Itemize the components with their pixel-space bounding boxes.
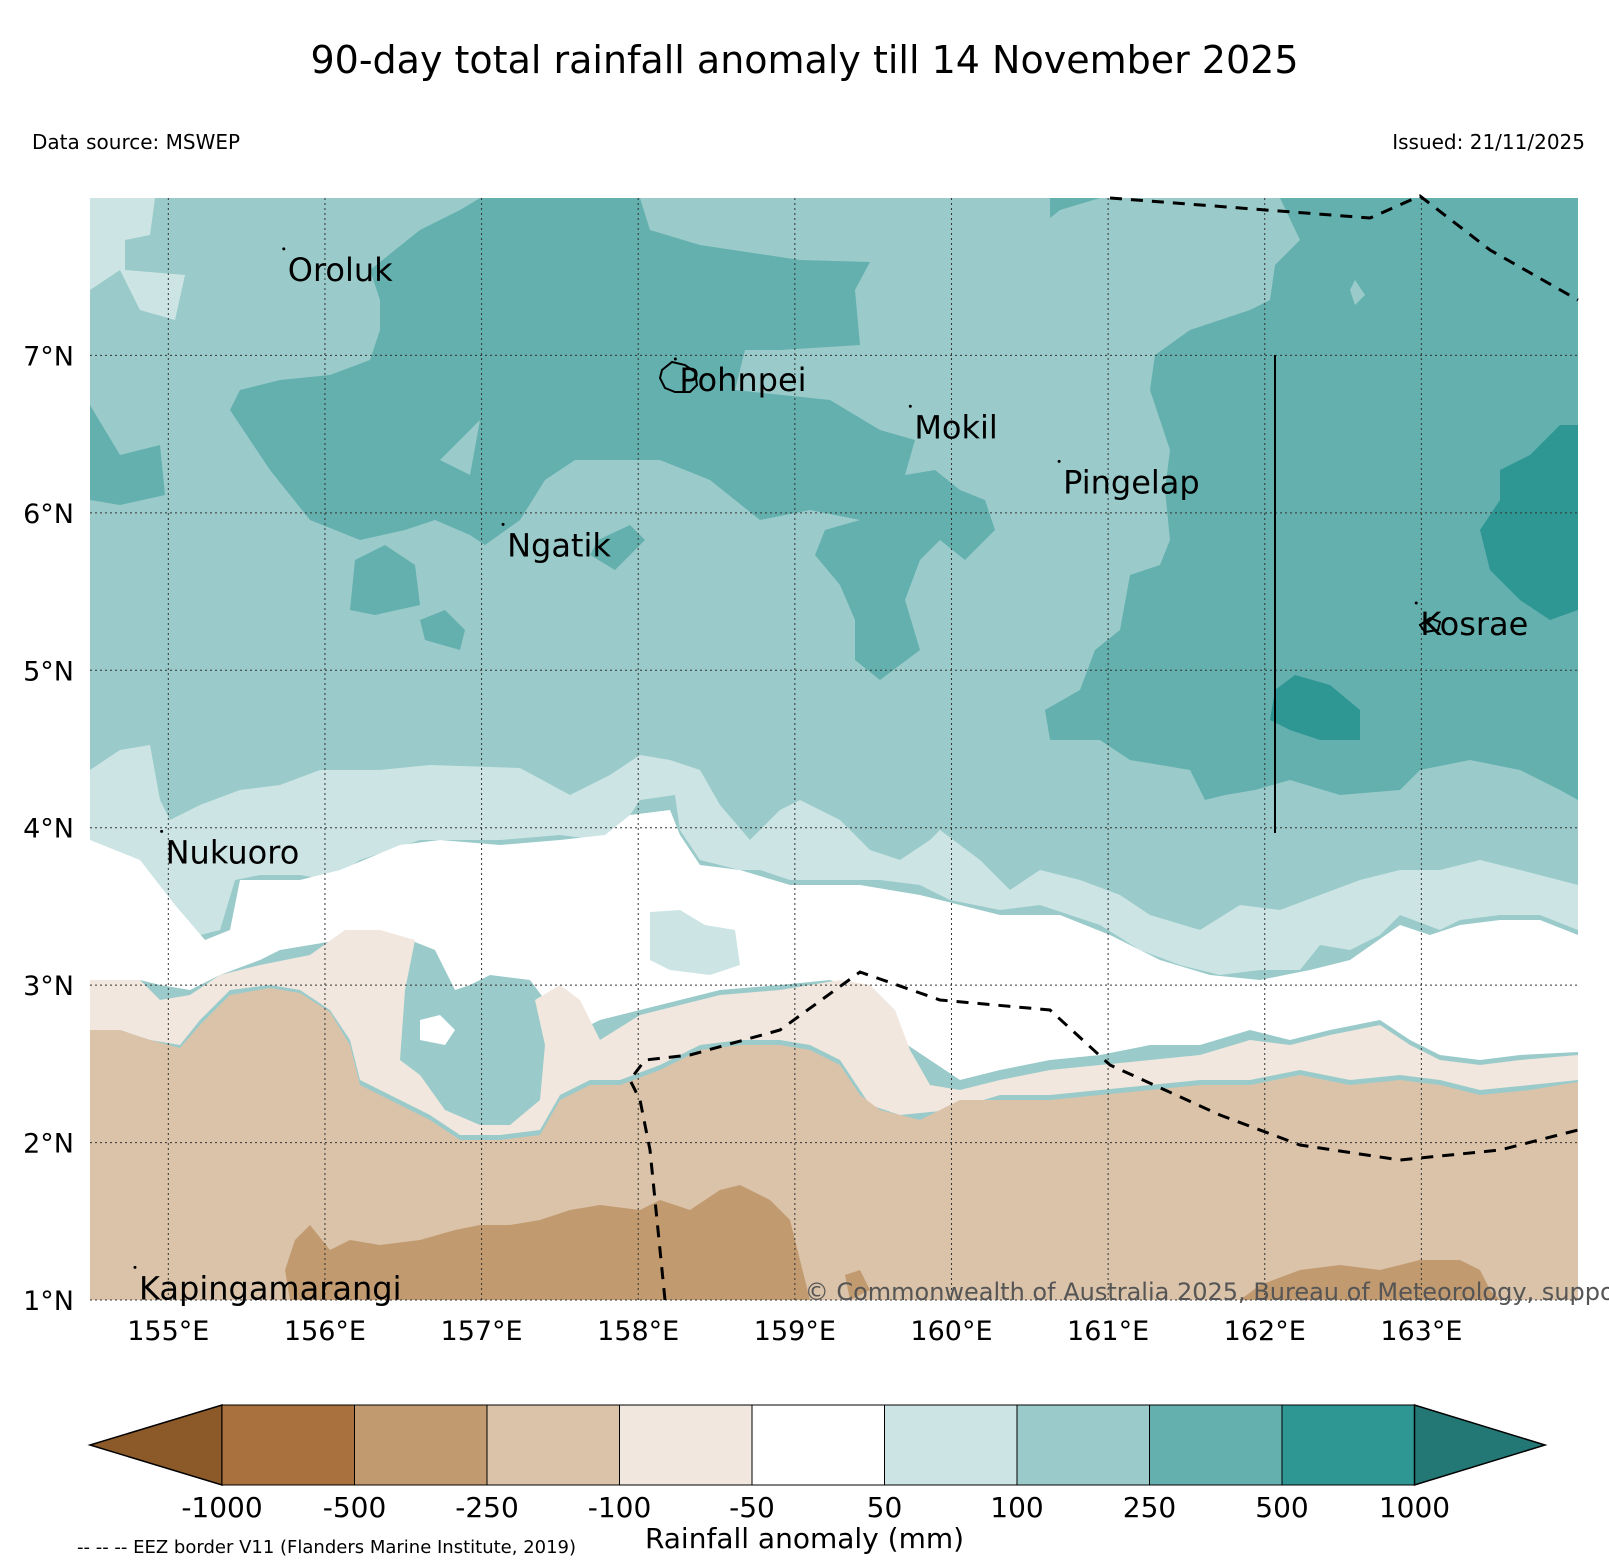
colorbar-tick-label: 50 (867, 1491, 903, 1524)
colorbar-extend-high (1413, 1403, 1548, 1487)
place-label-oroluk: Oroluk (288, 251, 393, 289)
chart-title: 90-day total rainfall anomaly till 14 No… (310, 38, 1299, 82)
colorbar-tick-label: -1000 (181, 1491, 262, 1524)
lat-lon-gridlines (90, 198, 1578, 1301)
place-labels: Oroluk Pohnpei Mokil Pingelap Ngatik Kosrae Nu… (133, 247, 1528, 1307)
lat-tick-label: 1°N (23, 1286, 74, 1317)
colorbar-tick-label: -100 (588, 1491, 652, 1524)
place-label-kosrae: Kosrae (1420, 605, 1528, 643)
place-marker (160, 829, 164, 833)
colorbar-segment (486, 1404, 620, 1486)
place-label-nukuoro: Nukuoro (166, 833, 300, 871)
lon-tick-label: 155°E (127, 1316, 209, 1347)
lon-tick-label: 160°E (910, 1316, 992, 1347)
lon-tick-label: 159°E (754, 1316, 836, 1347)
colorbar-segment (1016, 1404, 1150, 1486)
place-label-kapingamarangi: Kapingamarangi (139, 1269, 401, 1307)
colorbar-tick-label: -500 (323, 1491, 387, 1524)
colorbar-segment (1149, 1404, 1283, 1486)
colorbar-segment (1281, 1404, 1415, 1486)
colorbar-title: Rainfall anomaly (mm) (644, 1522, 965, 1555)
colorbar-segment (884, 1404, 1018, 1486)
place-marker (673, 357, 677, 361)
anomaly-fill-layer (90, 198, 1578, 1300)
colorbar-extend-low (87, 1403, 223, 1487)
pohnpei-island-outline (658, 360, 699, 393)
issued-date-label: Issued: 21/11/2025 (1392, 130, 1585, 154)
lat-tick-label: 2°N (23, 1129, 74, 1160)
kosrae-island-outline (1418, 616, 1442, 634)
place-marker (1414, 601, 1418, 605)
colorbar-segment (619, 1404, 753, 1486)
lat-tick-label: 4°N (23, 814, 74, 845)
eez-border-lines (628, 194, 1579, 1301)
place-label-pohnpei: Pohnpei (679, 361, 806, 399)
colorbar-tick-label: 1000 (1379, 1491, 1450, 1524)
colorbar: -1000 -500 -250 -100 -50 50 100 250 500 1000 (87, 1403, 1548, 1524)
lat-tick-label: 7°N (23, 341, 74, 372)
data-source-label: Data source: MSWEP (32, 130, 241, 154)
colorbar-tick-label: -250 (455, 1491, 519, 1524)
colorbar-tick-label: -50 (729, 1491, 775, 1524)
colorbar-tick-label: 250 (1123, 1491, 1176, 1524)
place-marker (501, 522, 505, 526)
lat-tick-label: 3°N (23, 971, 74, 1002)
eez-legend-note: -- -- -- EEZ border V11 (Flanders Marine… (77, 1537, 577, 1558)
place-marker (908, 404, 912, 408)
place-label-ngatik: Ngatik (507, 526, 611, 564)
place-marker (1057, 459, 1061, 463)
colorbar-segment (354, 1404, 488, 1486)
colorbar-segment (221, 1404, 355, 1486)
lon-tick-label: 157°E (441, 1316, 523, 1347)
lon-tick-label: 162°E (1224, 1316, 1306, 1347)
lat-tick-label: 6°N (23, 499, 74, 530)
place-label-pingelap: Pingelap (1063, 463, 1200, 501)
place-marker (282, 247, 286, 251)
lon-tick-label: 163°E (1380, 1316, 1462, 1347)
lon-tick-label: 161°E (1067, 1316, 1149, 1347)
place-label-mokil: Mokil (914, 408, 998, 446)
latitude-labels: 1°N 2°N 3°N 4°N 5°N 6°N 7°N (23, 341, 74, 1317)
lon-tick-label: 156°E (284, 1316, 366, 1347)
lat-tick-label: 5°N (23, 656, 74, 687)
colorbar-tick-label: 500 (1255, 1491, 1308, 1524)
copyright-notice: © Commonwealth of Australia 2025, Bureau… (805, 1278, 1609, 1306)
colorbar-segment (751, 1404, 885, 1486)
place-marker (133, 1265, 137, 1269)
lon-tick-label: 158°E (597, 1316, 679, 1347)
colorbar-tick-label: 100 (990, 1491, 1043, 1524)
longitude-labels: 155°E 156°E 157°E 158°E 159°E 160°E 161°E 162°E… (127, 1316, 1462, 1347)
